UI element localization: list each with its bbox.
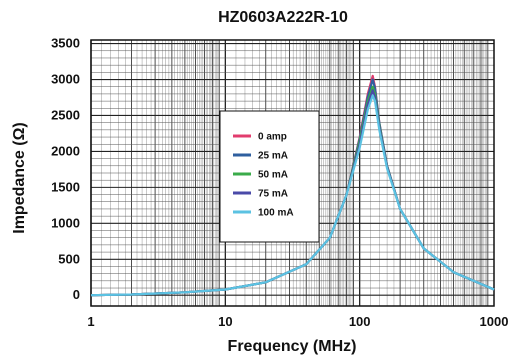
series-line [90, 94, 495, 297]
chart-title: HZ0603A222R-10 [218, 9, 348, 26]
series-lines [90, 74, 495, 297]
legend-label: 0 amp [258, 132, 287, 143]
y-axis-label: Impedance (Ω) [11, 122, 28, 234]
x-axis-label: Frequency (MHz) [228, 338, 357, 355]
x-tick-label: 10 [218, 314, 232, 329]
legend: 0 amp 25 mA 50 mA 75 mA 100 mA [219, 110, 320, 243]
y-tick-label: 2500 [51, 107, 80, 122]
x-tick-label: 1000 [480, 314, 509, 329]
y-tick-label: 500 [58, 251, 80, 266]
x-tick-label: 1 [87, 314, 94, 329]
legend-box [219, 110, 320, 243]
y-tick-label: 1000 [51, 215, 80, 230]
y-axis-ticks: 0 500 1000 1500 2000 2500 3000 3500 [51, 36, 80, 303]
y-tick-label: 3500 [51, 36, 80, 51]
y-tick-label: 1500 [51, 179, 80, 194]
legend-label: 100 mA [258, 208, 294, 219]
legend-items: 0 amp 25 mA 50 mA 75 mA 100 mA [233, 132, 294, 219]
x-tick-label: 100 [349, 314, 371, 329]
y-tick-label: 3000 [51, 72, 80, 87]
legend-label: 75 mA [258, 189, 288, 200]
legend-label: 25 mA [258, 151, 288, 162]
plot-frame [90, 39, 495, 307]
legend-label: 50 mA [258, 170, 288, 181]
y-tick-label: 0 [73, 287, 80, 302]
x-axis-ticks: 1 10 100 1000 [87, 314, 508, 329]
y-tick-label: 2000 [51, 143, 80, 158]
